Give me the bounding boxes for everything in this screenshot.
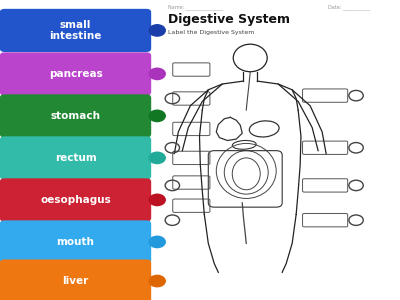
Circle shape: [148, 236, 166, 248]
Text: Label the Digestive System: Label the Digestive System: [168, 30, 255, 35]
Circle shape: [148, 110, 166, 122]
FancyBboxPatch shape: [0, 260, 151, 300]
Circle shape: [148, 24, 166, 37]
Circle shape: [148, 68, 166, 80]
Text: rectum: rectum: [55, 153, 96, 163]
FancyBboxPatch shape: [0, 9, 151, 52]
Circle shape: [148, 152, 166, 164]
Text: liver: liver: [62, 276, 89, 286]
Text: mouth: mouth: [56, 237, 94, 247]
FancyBboxPatch shape: [0, 52, 151, 95]
FancyBboxPatch shape: [0, 220, 151, 263]
Text: small
intestine: small intestine: [49, 20, 102, 41]
FancyBboxPatch shape: [0, 178, 151, 221]
Circle shape: [148, 194, 166, 206]
Text: Name: _______________: Name: _______________: [168, 4, 224, 10]
FancyBboxPatch shape: [0, 136, 151, 179]
Text: stomach: stomach: [50, 111, 100, 121]
Text: oesophagus: oesophagus: [40, 195, 111, 205]
Circle shape: [148, 275, 166, 287]
Text: pancreas: pancreas: [49, 69, 102, 79]
FancyBboxPatch shape: [0, 94, 151, 137]
Text: Digestive System: Digestive System: [168, 13, 290, 26]
Text: Date: ___________: Date: ___________: [328, 4, 370, 10]
